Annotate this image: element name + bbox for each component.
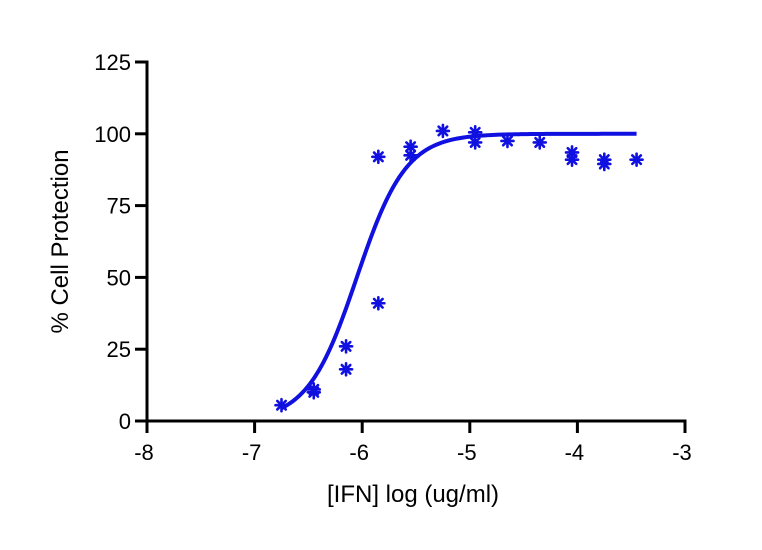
data-point xyxy=(629,152,644,167)
data-point xyxy=(467,135,483,150)
data-points xyxy=(274,123,644,413)
fit-curve-layer xyxy=(280,131,637,410)
y-tick-label: 125 xyxy=(94,50,131,75)
plot-area xyxy=(274,123,644,413)
x-axis-title: [IFN] log (ug/ml) xyxy=(327,481,499,508)
y-axis-title: % Cell Protection xyxy=(47,149,74,333)
x-tick-label: -5 xyxy=(457,440,477,465)
data-point xyxy=(274,397,289,413)
y-tick-label: 100 xyxy=(94,122,131,147)
y-tick-label: 75 xyxy=(107,194,131,219)
data-point xyxy=(306,382,322,397)
data-point xyxy=(500,133,515,149)
data-point xyxy=(596,156,612,172)
data-point xyxy=(338,339,354,354)
data-point xyxy=(371,149,386,165)
y-tick-label: 25 xyxy=(107,337,131,362)
data-point xyxy=(403,148,418,163)
data-point xyxy=(435,123,451,139)
x-tick-label: -7 xyxy=(242,440,262,465)
x-axis: -8 -7 -6 -5 -4 -3 xyxy=(134,419,692,465)
data-point xyxy=(371,295,386,311)
y-axis: 0 25 50 75 100 125 xyxy=(94,50,149,434)
x-tick-label: -8 xyxy=(134,440,154,465)
data-point xyxy=(338,361,354,377)
x-tick-label: -6 xyxy=(349,440,369,465)
fit-curve xyxy=(280,131,637,410)
data-point xyxy=(532,135,548,150)
x-tick-label: -3 xyxy=(672,440,692,465)
y-tick-label: 50 xyxy=(107,265,131,290)
y-tick-label: 0 xyxy=(119,409,131,434)
x-tick-label: -4 xyxy=(565,440,585,465)
data-point xyxy=(564,152,580,167)
